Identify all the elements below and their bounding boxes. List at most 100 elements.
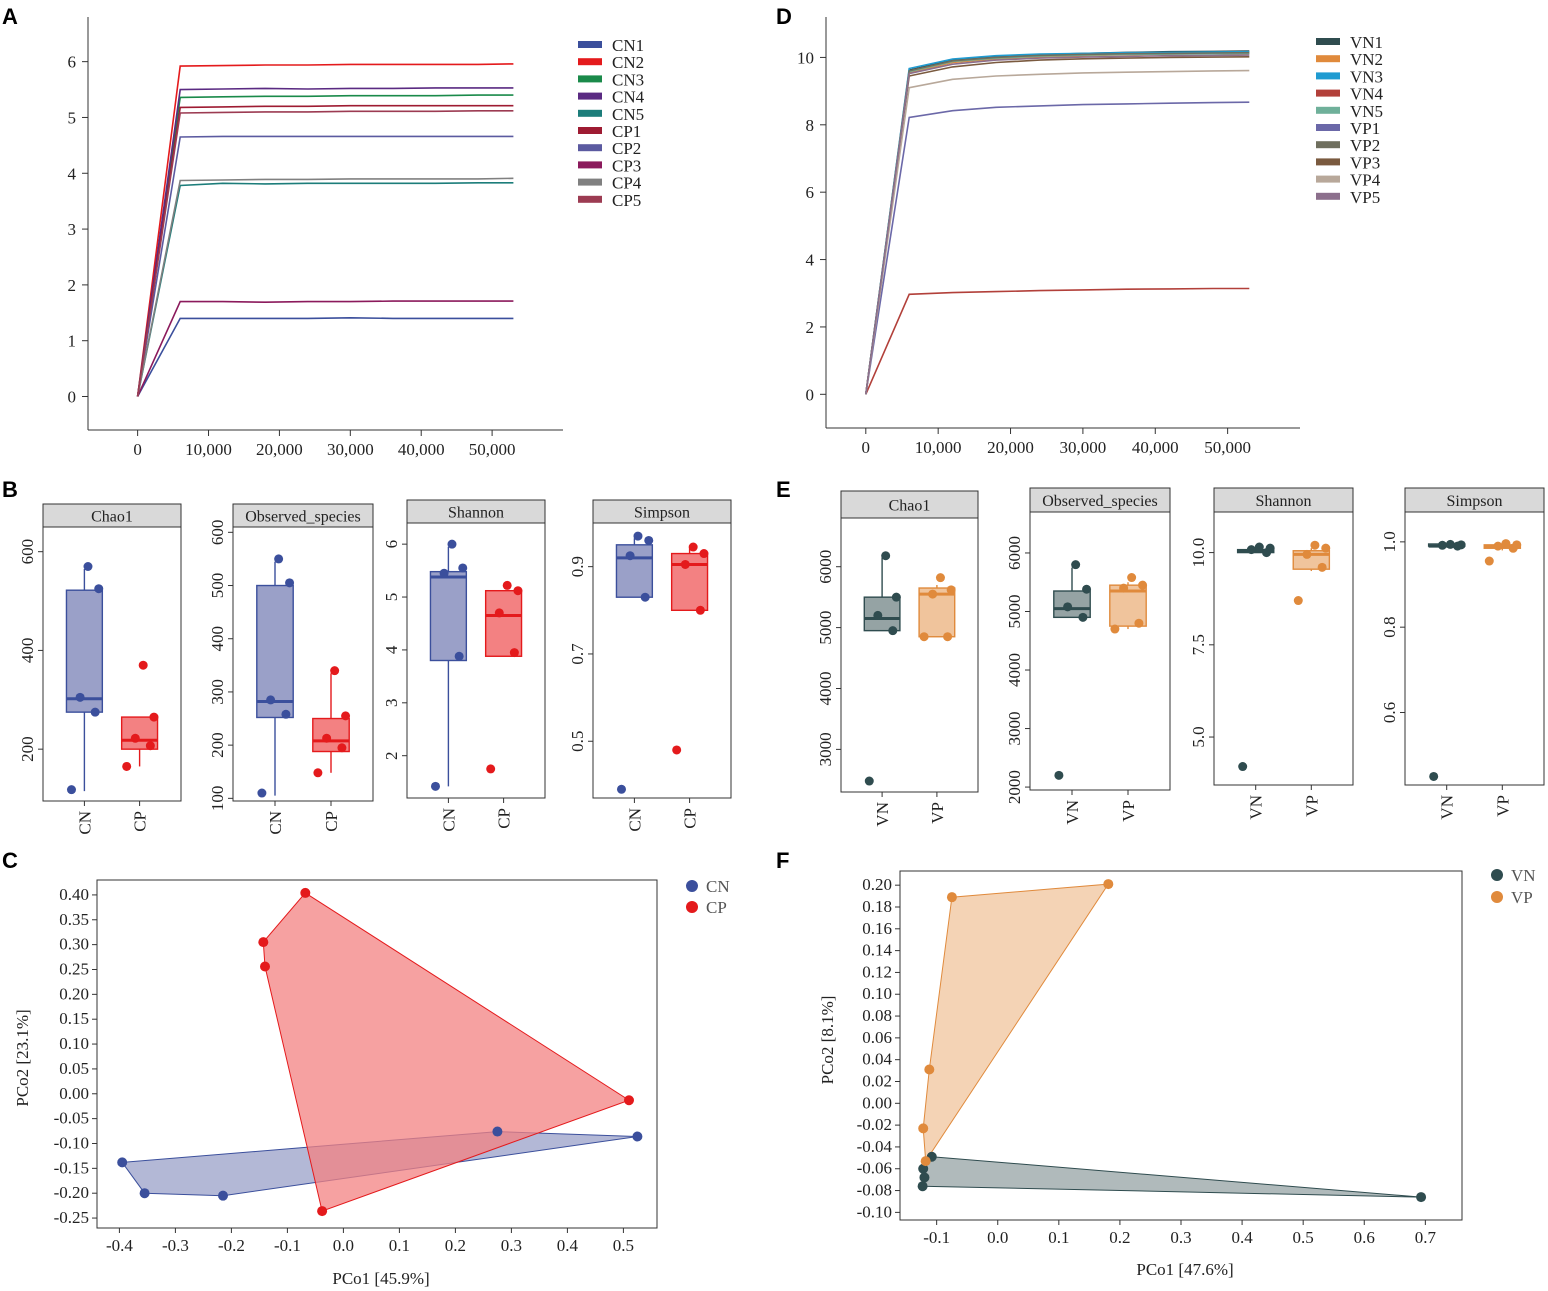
point-vp xyxy=(1302,549,1312,559)
point-vp xyxy=(1493,541,1503,551)
point-vn xyxy=(873,610,883,620)
y-tick-label: 4 xyxy=(806,251,815,270)
x-tick-label: 0.0 xyxy=(987,1228,1008,1247)
panel-label-b: B xyxy=(2,477,18,502)
facet-title: Observed_species xyxy=(245,509,361,526)
legend-swatch-cn2 xyxy=(578,58,602,66)
legend-label-cp: CP xyxy=(706,898,727,917)
facet-title: Chao1 xyxy=(889,498,931,515)
facet-strip xyxy=(1404,487,1545,513)
point-cp xyxy=(337,743,347,753)
point-cn xyxy=(447,539,457,549)
legend-label-vn3: VN3 xyxy=(1350,67,1383,86)
facet-frame xyxy=(1029,511,1171,791)
point-cn xyxy=(458,563,468,573)
y-tick-label: 0.20 xyxy=(862,875,892,894)
y-tick-label: -0.05 xyxy=(54,1109,89,1128)
legend-dot-cn xyxy=(686,880,698,892)
x-tick-label-vn: VN xyxy=(1063,800,1082,825)
legend-swatch-vp1 xyxy=(1316,124,1340,131)
legend-swatch-cn5 xyxy=(578,109,602,117)
x-tick-label-cn: CN xyxy=(439,808,458,832)
box-cn xyxy=(256,584,294,719)
x-tick-label: 0.5 xyxy=(1293,1228,1314,1247)
point-vn xyxy=(888,626,898,636)
y-tick-label: 0.35 xyxy=(59,910,89,929)
legend-label-cp2: CP2 xyxy=(612,139,641,158)
panel-label-d: D xyxy=(776,4,792,29)
y-tick-label: 0.00 xyxy=(862,1093,892,1112)
legend-swatch-vn4 xyxy=(1316,89,1340,97)
series-line-vn2 xyxy=(865,52,1250,395)
y-tick-label: 300 xyxy=(208,679,227,705)
y-tick-label: 1.0 xyxy=(1380,531,1399,552)
box-vn xyxy=(1053,590,1091,619)
point-cn xyxy=(266,695,276,705)
point-cp xyxy=(130,733,140,743)
x-tick-label: 0.3 xyxy=(501,1236,522,1255)
x-tick-label: 0.0 xyxy=(333,1236,354,1255)
y-tick-label: 0.25 xyxy=(59,959,89,978)
y-tick-label: 10 xyxy=(797,48,814,67)
point-cn xyxy=(632,1131,643,1142)
x-tick-label: 0.4 xyxy=(557,1236,579,1255)
point-cn xyxy=(430,781,440,791)
y-tick-label: 5 xyxy=(68,108,77,127)
pcoa-chart-c: 0.40 0.35 0.30 0.25 0.20 0.15 0.10 0.05 0.00 -0.0… xyxy=(13,877,730,1288)
y-tick-label: 6 xyxy=(806,183,815,202)
point-vp xyxy=(928,589,938,599)
point-cp xyxy=(688,542,698,552)
y-tick-label: 6000 xyxy=(1005,536,1024,570)
x-tick-label-vp: VP xyxy=(1302,795,1321,817)
legend-swatch-vp4 xyxy=(1316,175,1340,183)
point-vn xyxy=(1429,771,1439,781)
y-tick-label: 0.08 xyxy=(862,1006,892,1025)
x-tick-label: 0.2 xyxy=(1109,1228,1130,1247)
facet-title: Shannon xyxy=(448,505,504,522)
point-vn xyxy=(1416,1192,1427,1203)
y-tick-label: 0.6 xyxy=(1380,702,1399,723)
point-cp xyxy=(149,712,159,722)
series-line-vp4 xyxy=(865,69,1250,395)
x-tick-label: 10,000 xyxy=(185,440,232,459)
y-tick-label: 0.20 xyxy=(59,984,89,1003)
x-tick-label: 20,000 xyxy=(987,438,1034,457)
point-cp xyxy=(138,660,148,670)
y-tick-label: 5 xyxy=(382,593,401,602)
facet-frame xyxy=(406,522,546,799)
y-tick-label: 0.40 xyxy=(59,885,89,904)
facet-frame xyxy=(42,526,182,802)
legend-dot-vn xyxy=(1491,869,1503,881)
legend-label-vn4: VN4 xyxy=(1350,85,1384,104)
y-tick-label: 10.0 xyxy=(1189,538,1208,568)
x-tick-label: 0.1 xyxy=(389,1236,410,1255)
box-cp xyxy=(484,589,523,657)
y-tick-label: 0.8 xyxy=(1380,617,1399,638)
facet-frame xyxy=(1213,511,1354,786)
y-tick-label: 0.30 xyxy=(59,935,89,954)
series-line-vp1 xyxy=(865,101,1250,395)
point-cp xyxy=(502,580,512,590)
x-tick-label-cn: CN xyxy=(266,811,285,835)
legend-swatch-cp4 xyxy=(578,178,602,186)
box-cn xyxy=(615,544,654,598)
facet-title: Observed_species xyxy=(1042,493,1158,510)
facet-frame xyxy=(840,517,979,793)
legend-swatch-vn1 xyxy=(1316,38,1340,45)
x-tick-label-cn: CN xyxy=(625,808,644,832)
box-cn xyxy=(429,570,468,662)
series-line-vp5 xyxy=(865,54,1250,395)
x-tick-label: 20,000 xyxy=(256,440,303,459)
point-cp xyxy=(624,1095,634,1106)
box-cp xyxy=(670,552,709,612)
y-tick-label: 6 xyxy=(68,53,77,72)
y-tick-label: 2 xyxy=(806,318,815,337)
legend-dot-vp xyxy=(1491,891,1503,903)
y-tick-label: 0.15 xyxy=(59,1009,89,1028)
series-line-cp3 xyxy=(136,300,514,397)
facet-strip xyxy=(840,490,979,519)
y-tick-label: 4 xyxy=(382,645,401,654)
x-tick-label-cp: CP xyxy=(681,808,700,829)
x-tick-label: 30,000 xyxy=(1060,438,1107,457)
panel-label-c: C xyxy=(2,848,18,873)
